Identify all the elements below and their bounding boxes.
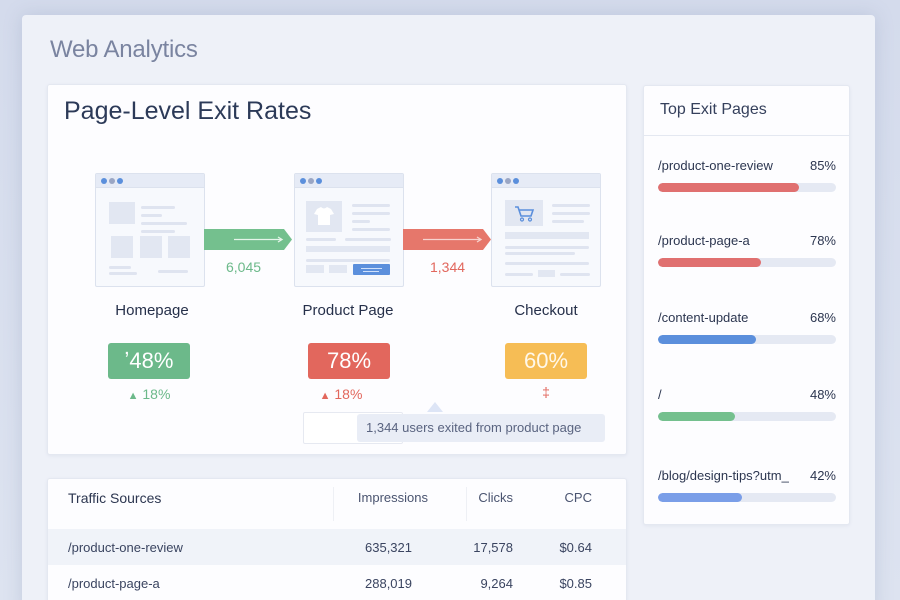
product-page-thumbnail[interactable] <box>294 173 404 287</box>
step-label-homepage: Homepage <box>115 302 189 319</box>
shirt-icon <box>306 201 342 232</box>
exit-progress-bar <box>658 258 836 267</box>
exit-page-path: / <box>658 387 662 402</box>
exit-page-pct: 85% <box>809 158 836 173</box>
cell-impressions: 635,321 <box>365 540 412 555</box>
step-label-product-page: Product Page <box>302 302 394 319</box>
exit-progress-bar <box>658 493 836 502</box>
exit-progress-bar <box>658 335 836 344</box>
header-traffic-sources[interactable]: Traffic Sources <box>68 490 162 506</box>
table-row[interactable]: /product-one-review 635,321 17,578 $0.64 <box>48 529 626 565</box>
flow-arrow-home-to-product <box>204 229 292 250</box>
delta-value: 18% <box>142 386 171 402</box>
header-clicks[interactable]: Clicks <box>478 490 513 505</box>
flow-count-home-to-product: 6,045 <box>226 259 262 275</box>
arrow-up-icon: ▲ <box>127 390 139 402</box>
cell-source: /product-page-a <box>68 576 160 591</box>
cell-impressions: 288,019 <box>365 576 412 591</box>
table-header: Traffic Sources Impressions Clicks CPC <box>48 479 626 529</box>
delta-value: 18% <box>334 386 363 402</box>
flow-arrow-product-to-checkout <box>403 229 491 250</box>
tooltip-caret <box>427 402 443 412</box>
exit-page-path: /product-page-a <box>658 233 750 248</box>
arrow-up-icon: ▲ <box>319 390 331 402</box>
rate-prefix-glyph: ʼ <box>124 348 130 373</box>
step-label-checkout: Checkout <box>514 302 578 319</box>
exit-progress-bar <box>658 412 836 421</box>
exit-page-item[interactable]: /content-update 68% <box>658 310 836 344</box>
exit-rate-badge-product-page[interactable]: 78% <box>308 343 390 379</box>
cell-source: /product-one-review <box>68 540 183 555</box>
exit-page-item[interactable]: /blog/design-tips?utm_ 42% <box>658 468 836 502</box>
top-exit-pages-title: Top Exit Pages <box>644 86 849 136</box>
traffic-sources-table: Traffic Sources Impressions Clicks CPC /… <box>47 478 627 600</box>
cell-clicks: 9,264 <box>480 576 513 591</box>
exit-page-item[interactable]: /product-one-review 85% <box>658 158 836 192</box>
table-row[interactable]: /product-page-a 288,019 9,264 $0.85 <box>48 565 626 600</box>
delta-homepage: ▲ 18% <box>108 386 190 402</box>
cell-cpc: $0.64 <box>559 540 592 555</box>
app-title: Web Analytics <box>50 36 198 63</box>
exit-page-path: /content-update <box>658 310 749 325</box>
exit-rates-title: Page-Level Exit Rates <box>64 97 312 125</box>
delta-checkout: ‡ <box>542 384 550 400</box>
exit-progress-bar <box>658 183 836 192</box>
exit-rate-badge-homepage[interactable]: ʼ48% <box>108 343 190 379</box>
header-cpc[interactable]: CPC <box>564 490 592 505</box>
exit-page-path: /blog/design-tips?utm_ <box>658 468 789 483</box>
exit-page-pct: 68% <box>809 310 836 325</box>
add-to-cart-button-mock <box>353 264 390 275</box>
exit-page-pct: 42% <box>809 468 836 483</box>
cell-cpc: $0.85 <box>559 576 592 591</box>
exit-rate-value: 48% <box>129 348 174 373</box>
exit-page-pct: 48% <box>809 387 836 402</box>
header-impressions[interactable]: Impressions <box>357 490 428 505</box>
exit-page-path: /product-one-review <box>658 158 773 173</box>
exit-rate-badge-checkout[interactable]: 60% <box>505 343 587 379</box>
exit-page-item[interactable]: /product-page-a 78% <box>658 233 836 267</box>
shirt-icon <box>109 202 135 224</box>
exit-page-item[interactable]: / 48% <box>658 387 836 421</box>
cart-icon <box>505 200 543 226</box>
top-exit-pages-card: Top Exit Pages /product-one-review 85% /p… <box>643 85 850 525</box>
homepage-thumbnail[interactable] <box>95 173 205 287</box>
flow-count-product-to-checkout: 1,344 <box>430 259 466 275</box>
exit-page-pct: 78% <box>809 233 836 248</box>
checkout-thumbnail[interactable] <box>491 173 601 287</box>
delta-product-page: ▲ 18% <box>300 386 382 402</box>
exit-tooltip: 1,344 users exited from product page <box>357 414 605 442</box>
cell-clicks: 17,578 <box>473 540 513 555</box>
